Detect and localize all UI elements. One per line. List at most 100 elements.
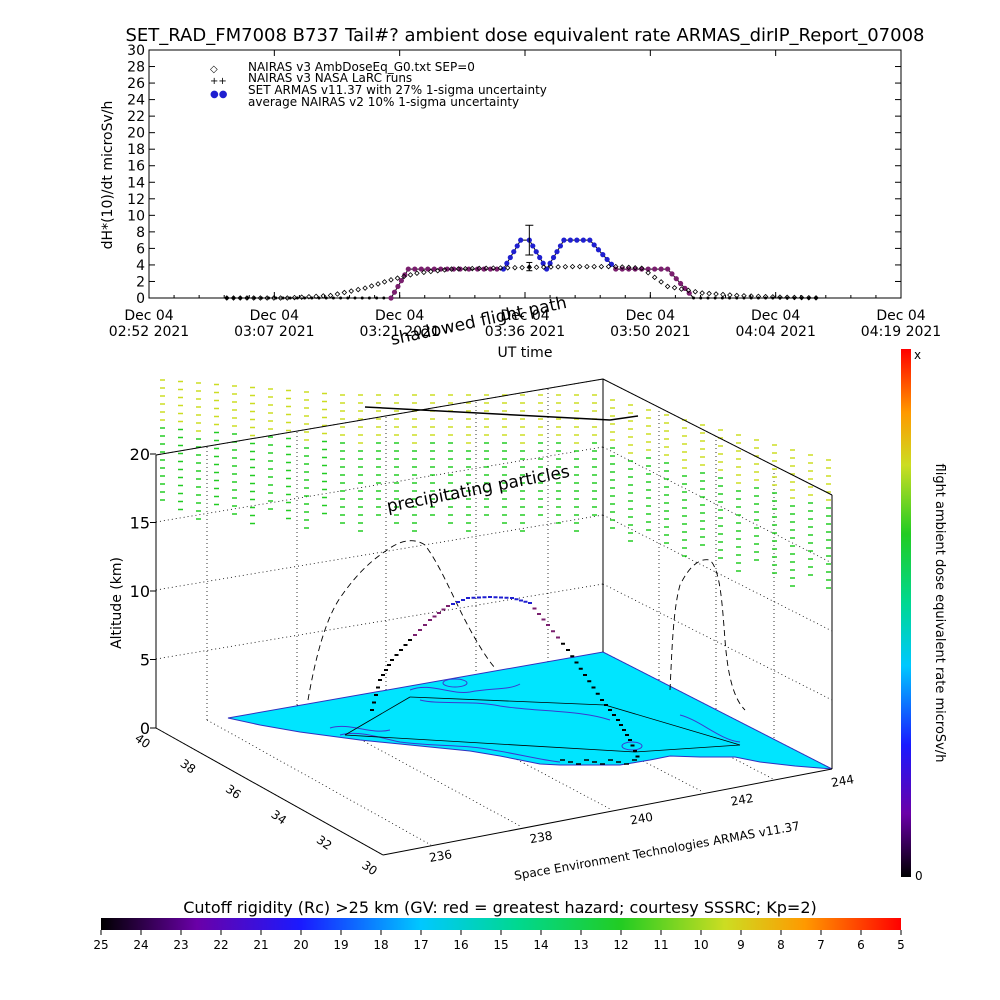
nairas-v3-point [755, 293, 762, 300]
armas-point [591, 242, 597, 248]
nairas-v3-point [230, 295, 237, 301]
top-x-tick-label: 04:04 2021 [735, 324, 815, 340]
software-credit: Space Environment Technologies ARMAS v11… [513, 819, 801, 883]
right-colorbar-label: flight ambient dose equivalent rate micr… [932, 464, 947, 763]
latitude-tick-label: 32 [314, 833, 335, 853]
nairas-v3-point [734, 292, 740, 299]
nairas-v3-point [448, 266, 455, 272]
nairas-v3-point [428, 268, 434, 275]
top-y-tick-label: 8 [136, 225, 145, 241]
nairas-v3-point [512, 264, 518, 271]
colorbar-tick-label: 23 [173, 938, 188, 952]
legend-symbol-armas: ●● [210, 89, 228, 100]
armas-point [533, 249, 539, 255]
armas-point [720, 296, 724, 300]
armas-point [267, 296, 271, 300]
nairas-v3-point [250, 295, 257, 301]
nairas-v3-point [519, 264, 525, 271]
armas-point [669, 271, 675, 277]
figure-title: SET_RAD_FM7008 B737 Tail#? ambient dose … [125, 25, 924, 46]
nairas-v3-point [651, 274, 658, 281]
armas-line [226, 239, 824, 299]
nairas-v3-point [298, 294, 305, 300]
nairas-v3-point [291, 294, 298, 301]
latitude-tick-label: 34 [268, 807, 289, 827]
altitude-tick-label: 20 [130, 445, 150, 464]
top-y-tick-label: 4 [136, 258, 145, 274]
colorbar-tick-label: 15 [493, 938, 508, 952]
top-y-tick-label: 24 [127, 93, 145, 109]
nairas-v3-point [362, 285, 368, 291]
nairas-v3-point [777, 294, 783, 300]
armas-point [764, 296, 768, 300]
nairas-v3-point [327, 292, 334, 299]
armas-point [600, 252, 606, 258]
nairas-v3-point [540, 264, 547, 270]
nairas-v3-point [678, 286, 685, 292]
armas-point [540, 260, 546, 266]
nairas-v3-point [348, 288, 355, 294]
armas-point [288, 296, 292, 300]
nairas-v3-point [462, 265, 469, 272]
nairas-v3-point [598, 263, 605, 270]
colorbar-tick-label: 24 [133, 938, 148, 952]
nairas-v3-point [388, 277, 394, 283]
colorbar-tick-label: 9 [737, 938, 745, 952]
colorbar-tick-label: 25 [93, 938, 108, 952]
bottom-colorbar-ticks: 25 24 23 22 21 20 19 18 17 16 15 14 13 12 11 10 9 8 7 6 5 [93, 930, 905, 952]
armas-point [713, 296, 717, 300]
top-y-tick-label: 6 [136, 241, 145, 257]
nairas-v3-point [625, 264, 632, 271]
armas-point [652, 266, 658, 272]
armas-point [554, 249, 560, 255]
longitude-tick-label: 242 [730, 791, 755, 809]
top-series-layer [224, 224, 824, 301]
armas-point [324, 296, 328, 300]
nairas-v2-point [527, 264, 531, 269]
altitude-axis-label: Altitude (km) [109, 557, 125, 649]
top-x-tick-label: Dec 04 [375, 308, 424, 324]
altitude-tick-label: 15 [130, 514, 150, 533]
nairas-v3-point [671, 284, 678, 291]
armas-point [511, 249, 517, 255]
armas-point [561, 237, 567, 243]
top-x-tick-label: Dec 04 [751, 308, 800, 324]
nairas-v3-point [632, 265, 638, 271]
nairas-v3-point [699, 290, 705, 296]
nairas-v3-point [576, 263, 583, 270]
nairas-v3-point [483, 265, 489, 272]
colorbar-tick-label: 10 [693, 938, 708, 952]
top-x-tick-label: 02:52 2021 [109, 324, 189, 340]
nairas-v3-point [748, 293, 754, 299]
armas-point [438, 266, 444, 272]
nairas-v3-point [497, 265, 504, 271]
nairas-v3-point [224, 295, 230, 301]
colorbar-tick-label: 18 [373, 938, 388, 952]
wall-grid [155, 378, 833, 856]
nairas-v3-point [806, 294, 812, 301]
nairas-v3-point [612, 263, 619, 270]
top-y-tick-label: 22 [127, 109, 145, 125]
latitude-tick-label: 36 [223, 782, 244, 802]
colorbar-tick-label: 12 [613, 938, 628, 952]
nairas-v3-point [619, 264, 626, 270]
right-colorbar: x 0 flight ambient dose equivalent rate … [901, 348, 947, 883]
nairas-v3-point [791, 294, 798, 301]
latitude-tick-label: 30 [359, 858, 380, 878]
colorbar-tick-label: 5 [897, 938, 905, 952]
nairas-v3-point [713, 291, 719, 297]
nairas-v3-point [706, 290, 712, 297]
nairas-v3-point [533, 264, 540, 271]
nairas-v3-point [264, 295, 270, 301]
top-y-tick-label: 16 [127, 159, 145, 175]
armas-point [481, 266, 487, 272]
longitude-tick-label: 236 [428, 847, 453, 865]
nairas-v3-point [770, 294, 776, 300]
top-x-tick-label: 03:50 2021 [610, 324, 690, 340]
bottom-colorbar-label: Cutoff rigidity (Rc) >25 km (GV: red = g… [183, 898, 817, 917]
nairas-v3-point [277, 295, 284, 301]
right-colorbar-top-label: x [914, 348, 921, 362]
colorbar-tick-label: 13 [573, 938, 588, 952]
